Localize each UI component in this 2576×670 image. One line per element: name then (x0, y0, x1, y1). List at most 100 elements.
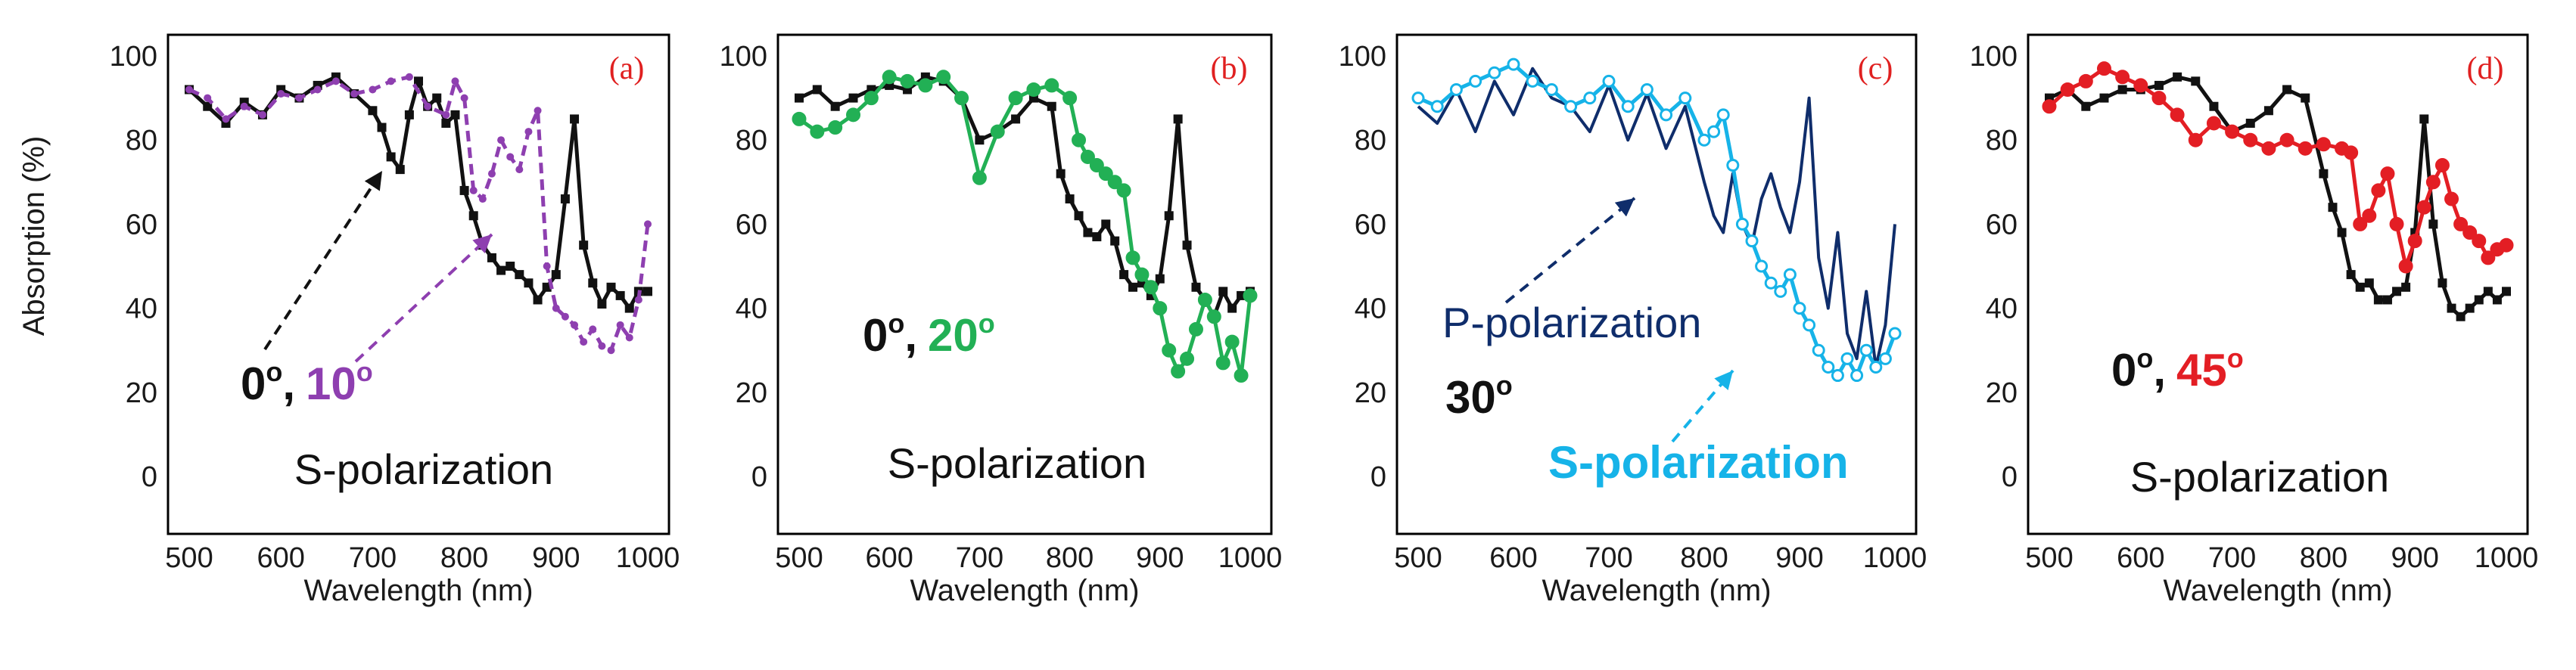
data-point (313, 85, 322, 94)
y-tick-label: 60 (1355, 209, 1386, 240)
data-point (588, 278, 598, 288)
data-point (1564, 100, 1578, 113)
data-point (1726, 159, 1740, 172)
angle-sep-d: , (2153, 345, 2166, 395)
polarization-label-a: S-polarization (294, 445, 553, 493)
y-tick-label: 100 (1970, 41, 2018, 73)
data-point (460, 94, 468, 102)
data-point (1831, 369, 1844, 383)
panel-tag-c: (c) (1858, 51, 1893, 86)
x-tick-label: 900 (1136, 542, 1184, 574)
data-point (414, 76, 423, 86)
data-point (1026, 82, 1041, 97)
data-point (2042, 99, 2057, 114)
data-point (1640, 82, 1654, 96)
panel-c-frame (1395, 33, 1918, 535)
data-point (2151, 91, 2167, 106)
x-axis-title: Wavelength (nm) (910, 574, 1139, 607)
data-point (2465, 303, 2475, 313)
data-point (1583, 92, 1597, 105)
data-point (1227, 303, 1237, 313)
data-point (524, 278, 534, 288)
y-tick-label: 0 (1370, 461, 1386, 493)
data-point (2245, 118, 2255, 128)
data-point (2206, 116, 2221, 131)
angle-a-sup: o (2136, 343, 2153, 374)
data-point (543, 262, 551, 270)
data-point (1047, 101, 1056, 111)
data-point (240, 102, 248, 110)
data-point (2398, 259, 2413, 274)
data-point (2263, 106, 2273, 116)
y-tick-label: 60 (1986, 209, 2018, 240)
data-point (395, 165, 405, 175)
panel-tag-d: (d) (2467, 51, 2504, 86)
data-point (1116, 183, 1131, 198)
data-point (1153, 301, 1168, 316)
data-point (258, 110, 266, 119)
data-point (2456, 312, 2466, 321)
y-tick-label: 20 (1355, 377, 1386, 409)
series-line (798, 75, 1252, 319)
x-tick-label: 1000 (1218, 542, 1283, 574)
data-point (496, 265, 506, 275)
angle-a-value: 0 (241, 358, 266, 409)
data-point (2316, 137, 2331, 152)
data-point (405, 73, 413, 81)
arrow-navy-c (1504, 197, 1636, 304)
data-point (1859, 343, 1873, 357)
angle-a-sup: o (266, 356, 282, 387)
data-point (1735, 217, 1749, 231)
arrow-black-a (263, 169, 384, 351)
data-point (1008, 91, 1023, 106)
data-point (2447, 303, 2456, 313)
data-point (634, 296, 642, 304)
data-point (954, 91, 969, 106)
data-point (2472, 234, 2487, 249)
data-point (2364, 278, 2374, 288)
data-point (616, 321, 624, 329)
data-point (506, 153, 515, 161)
data-point (2483, 287, 2493, 296)
p-polarization-label: P-polarization (1442, 299, 1701, 346)
data-point (598, 342, 606, 350)
data-point (624, 303, 634, 313)
data-point (1716, 108, 1730, 122)
data-point (222, 115, 230, 123)
s-polarization-label: S-polarization (1548, 437, 1849, 488)
panel-d: 0 20 40 60 80 100 500 600 700 800 900 1000 Wavelengt… (1970, 33, 2538, 607)
data-point (2474, 295, 2484, 305)
y-tick-label: 0 (2002, 461, 2018, 493)
angle-sep-a: , (282, 358, 295, 409)
data-point (459, 185, 469, 195)
data-point (1621, 100, 1635, 113)
data-point (2382, 295, 2392, 305)
data-point (1224, 334, 1240, 349)
data-point (1755, 259, 1769, 273)
data-point (552, 304, 560, 312)
data-point (795, 93, 804, 103)
data-point (561, 312, 569, 321)
svg-text:30o: 30o (1445, 370, 1513, 423)
y-tick-label: 20 (736, 377, 767, 409)
y-tick-label: 20 (126, 377, 157, 409)
x-tick-label: 700 (349, 542, 397, 574)
data-point (975, 135, 985, 145)
data-point (1678, 92, 1692, 105)
data-point (1164, 211, 1174, 221)
data-point (404, 110, 414, 119)
data-point (185, 85, 193, 94)
x-tick-label: 700 (1585, 542, 1632, 574)
data-point (203, 101, 213, 111)
y-tick-label: 100 (720, 41, 767, 73)
data-point (2096, 61, 2111, 76)
angle-sep-b: , (904, 310, 917, 361)
x-axis-title: Wavelength (nm) (2163, 574, 2392, 607)
x-tick-label: 500 (1394, 542, 1442, 574)
data-point (424, 102, 432, 110)
data-point (1745, 234, 1759, 248)
data-point (2328, 203, 2338, 212)
data-point (2389, 216, 2404, 231)
data-point (386, 152, 396, 162)
